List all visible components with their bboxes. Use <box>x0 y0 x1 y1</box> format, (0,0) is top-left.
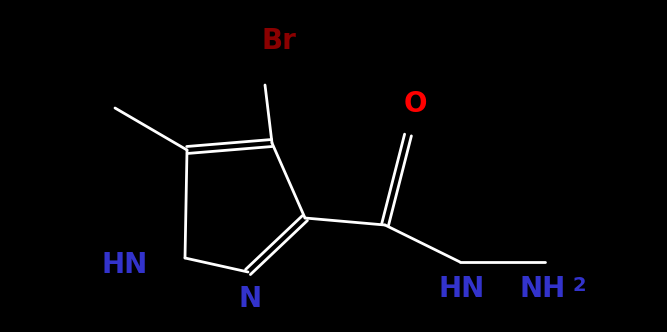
Text: O: O <box>404 90 427 118</box>
Text: HN: HN <box>102 251 148 279</box>
Text: HN: HN <box>439 275 485 303</box>
Text: N: N <box>238 285 261 313</box>
Text: NH: NH <box>520 275 566 303</box>
Text: Br: Br <box>262 27 297 55</box>
Text: 2: 2 <box>572 276 586 295</box>
